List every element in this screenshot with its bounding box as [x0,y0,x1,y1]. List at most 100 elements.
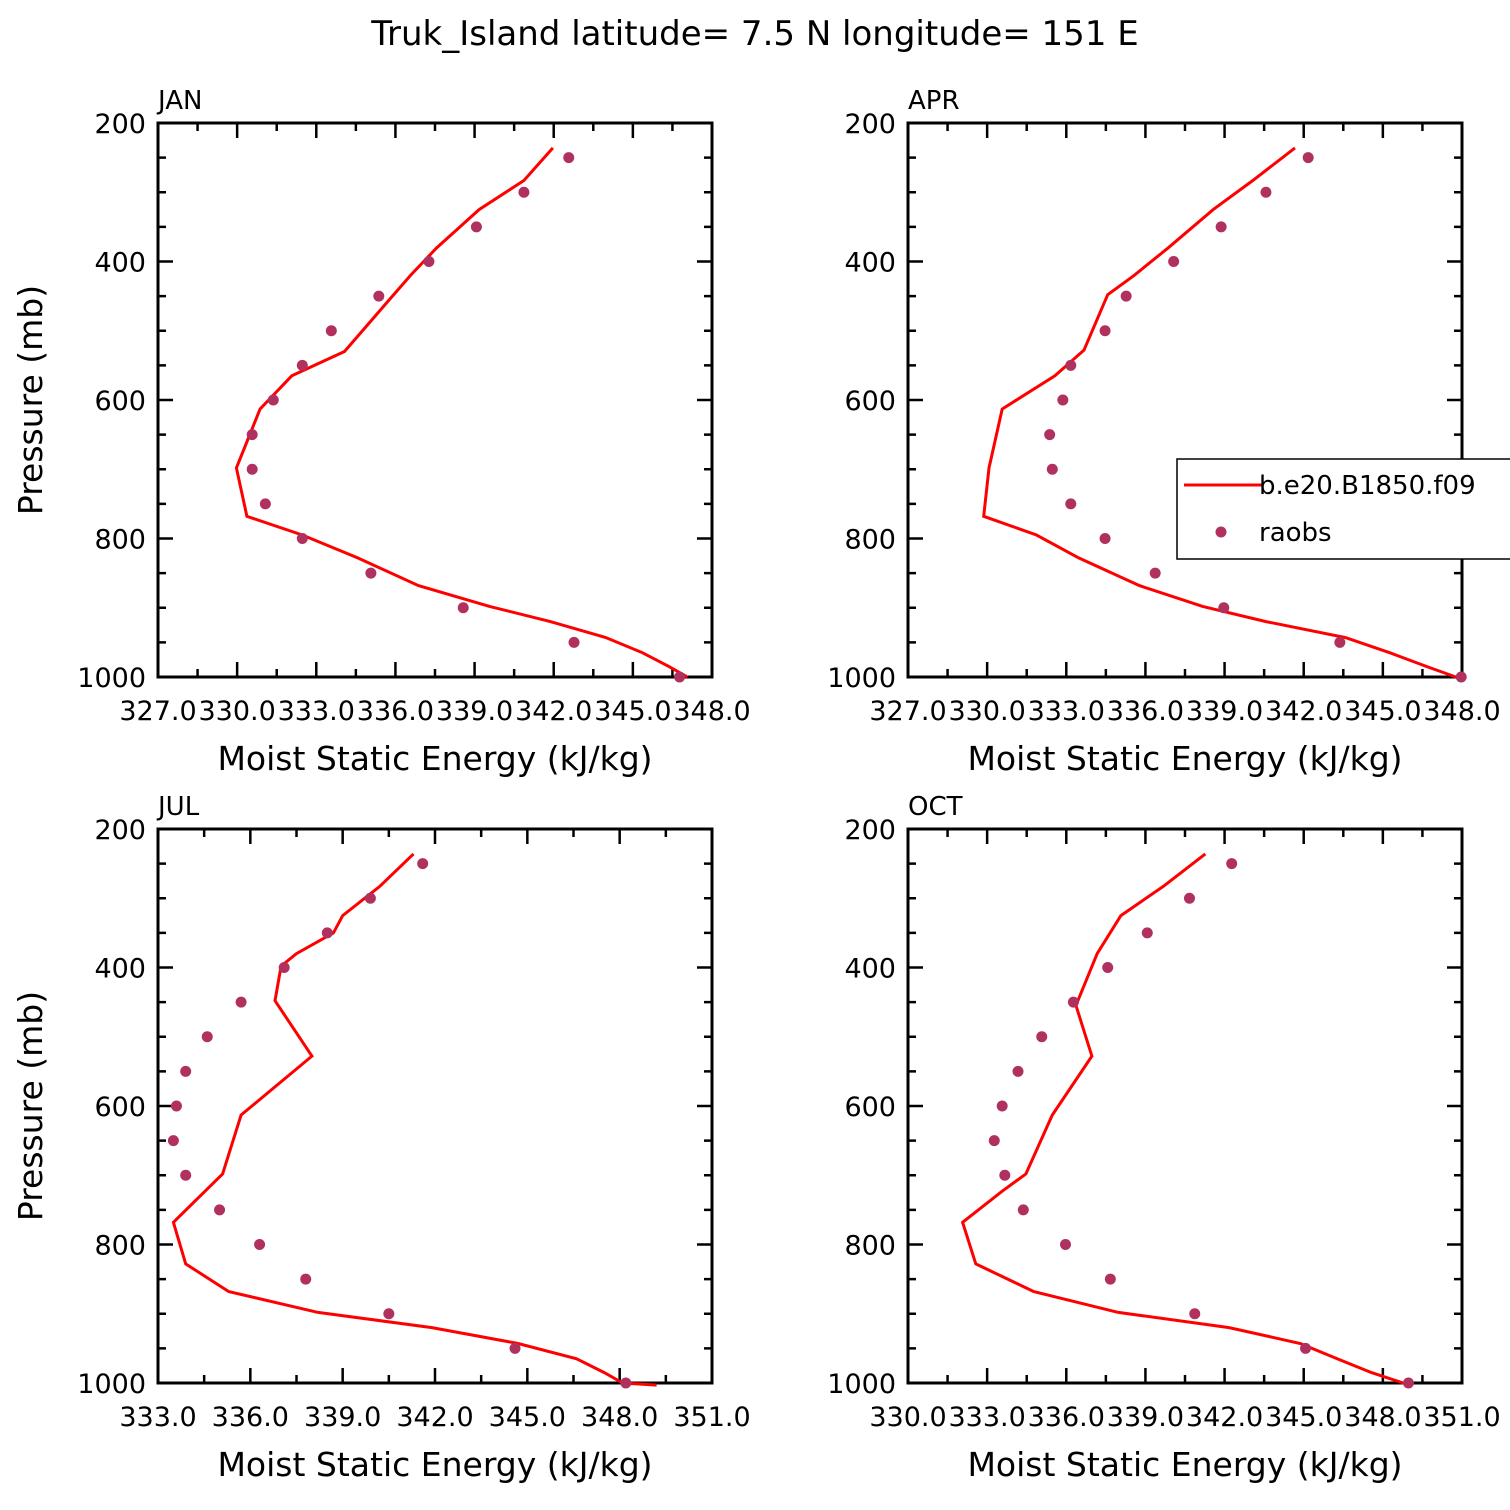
raobs-point [1260,186,1272,198]
y-tick-label: 800 [844,525,896,556]
raobs-point [674,671,686,683]
raobs-point [1046,463,1058,475]
raobs-point [364,892,376,904]
x-tick-label: 342.0 [1265,696,1342,727]
raobs-point [201,1031,213,1043]
plot-frame [906,827,1464,1385]
x-tick-label: 345.0 [1344,696,1421,727]
legend-entry: raobs [1259,518,1332,548]
raobs-point [180,1065,192,1077]
raobs-point [1215,221,1227,233]
legend-box [1176,458,1510,560]
y-tick-label: 800 [844,1231,896,1262]
raobs-point [417,858,429,870]
raobs-point [1065,498,1077,510]
raobs-point [568,636,580,648]
raobs-point [1168,256,1180,267]
panel-label: APR [908,86,960,116]
raobs-point [1104,1273,1116,1285]
raobs-point [321,927,333,939]
y-tick-label: 1000 [827,663,896,694]
x-tick-labels: 327.0330.0333.0336.0339.0342.0345.0348.0 [119,696,750,727]
raobs-point [988,1135,1000,1147]
raobs-point [246,463,258,475]
raobs-point [1334,636,1346,648]
raobs-point [180,1169,192,1181]
y-tick-label: 400 [844,248,896,279]
y-tick-label: 200 [844,109,896,140]
raobs-point [470,221,482,233]
x-tick-label: 333.0 [119,1402,196,1433]
panel-oct: 200 400 600 800 1000330.0333.0336.0339.0342.… [827,792,1500,1484]
raobs-point [235,996,247,1008]
raobs-point [1218,602,1230,614]
raobs-point [1059,1239,1071,1250]
x-tick-label: 348.0 [673,696,750,727]
panel-label: OCT [908,792,963,822]
legend-entry: b.e20.B1850.f09 [1259,471,1476,501]
series-line-model [960,852,1412,1385]
y-tick-label: 200 [844,815,896,846]
raobs-point [383,1308,395,1320]
x-tick-label: 342.0 [396,1402,473,1433]
raobs-point [278,962,290,973]
plot-frame [156,827,714,1385]
x-tick-label: 348.0 [581,1402,658,1433]
x-tick-label: 348.0 [1344,1402,1421,1433]
raobs-point [267,394,279,406]
y-tick-label: 800 [94,525,146,556]
raobs-point [1012,1065,1024,1077]
y-axis-label: Pressure (mb) [11,285,50,515]
raobs-point [620,1377,632,1389]
x-tick-label: 351.0 [673,1402,750,1433]
raobs-point [246,429,258,441]
series-line-model [982,146,1457,679]
x-tick-label: 339.0 [436,696,513,727]
y-tick-label: 200 [94,815,146,846]
y-tick-label: 1000 [77,663,146,694]
y-tick-label: 200 [94,109,146,140]
y-tick-label: 400 [94,248,146,279]
y-tick-label: 600 [94,386,146,417]
raobs-point [167,1135,179,1147]
raobs-point [1044,429,1056,441]
y-tick-label: 1000 [827,1369,896,1400]
x-tick-label: 339.0 [1107,1402,1184,1433]
legend: b.e20.B1850.f09 raobs [1176,458,1510,560]
raobs-point [996,1100,1008,1112]
raobs-point [214,1204,226,1216]
raobs-point [1099,325,1111,337]
panel-jan: 200 400 600 800 1000327.0330.0333.0336.0339.… [11,86,751,778]
raobs-point [1036,1031,1048,1043]
figure-title: Truk_Island latitude= 7.5 N longitude= 1… [370,14,1139,54]
raobs-point [423,256,435,267]
x-tick-label: 336.0 [212,1402,289,1433]
y-tick-label: 1000 [77,1369,146,1400]
raobs-point [296,359,308,371]
y-tick-label: 600 [844,386,896,417]
raobs-point [1302,152,1314,164]
x-tick-label: 336.0 [1028,1402,1105,1433]
raobs-point [999,1169,1011,1181]
raobs-point [300,1273,312,1285]
y-axis-label: Pressure (mb) [11,991,50,1221]
x-tick-label: 345.0 [1265,1402,1342,1433]
raobs-point [325,325,337,337]
plot-frame [156,121,714,679]
raobs-point [1120,290,1132,302]
y-tick-label: 400 [94,954,146,985]
raobs-point [457,602,469,614]
raobs-point [518,186,530,198]
x-tick-label: 339.0 [304,1402,381,1433]
x-tick-label: 336.0 [357,696,434,727]
raobs-point [1183,892,1195,904]
raobs-point [1065,359,1077,371]
panel-apr: 200 400 600 800 1000327.0330.0333.0336.0339.… [827,86,1510,778]
raobs-point [1017,1204,1029,1216]
x-tick-label: 330.0 [198,696,275,727]
raobs-point [1099,533,1111,544]
y-tick-label: 600 [94,1092,146,1123]
x-tick-label: 327.0 [119,696,196,727]
x-tick-labels: 327.0330.0333.0336.0339.0342.0345.0348.0 [869,696,1500,727]
